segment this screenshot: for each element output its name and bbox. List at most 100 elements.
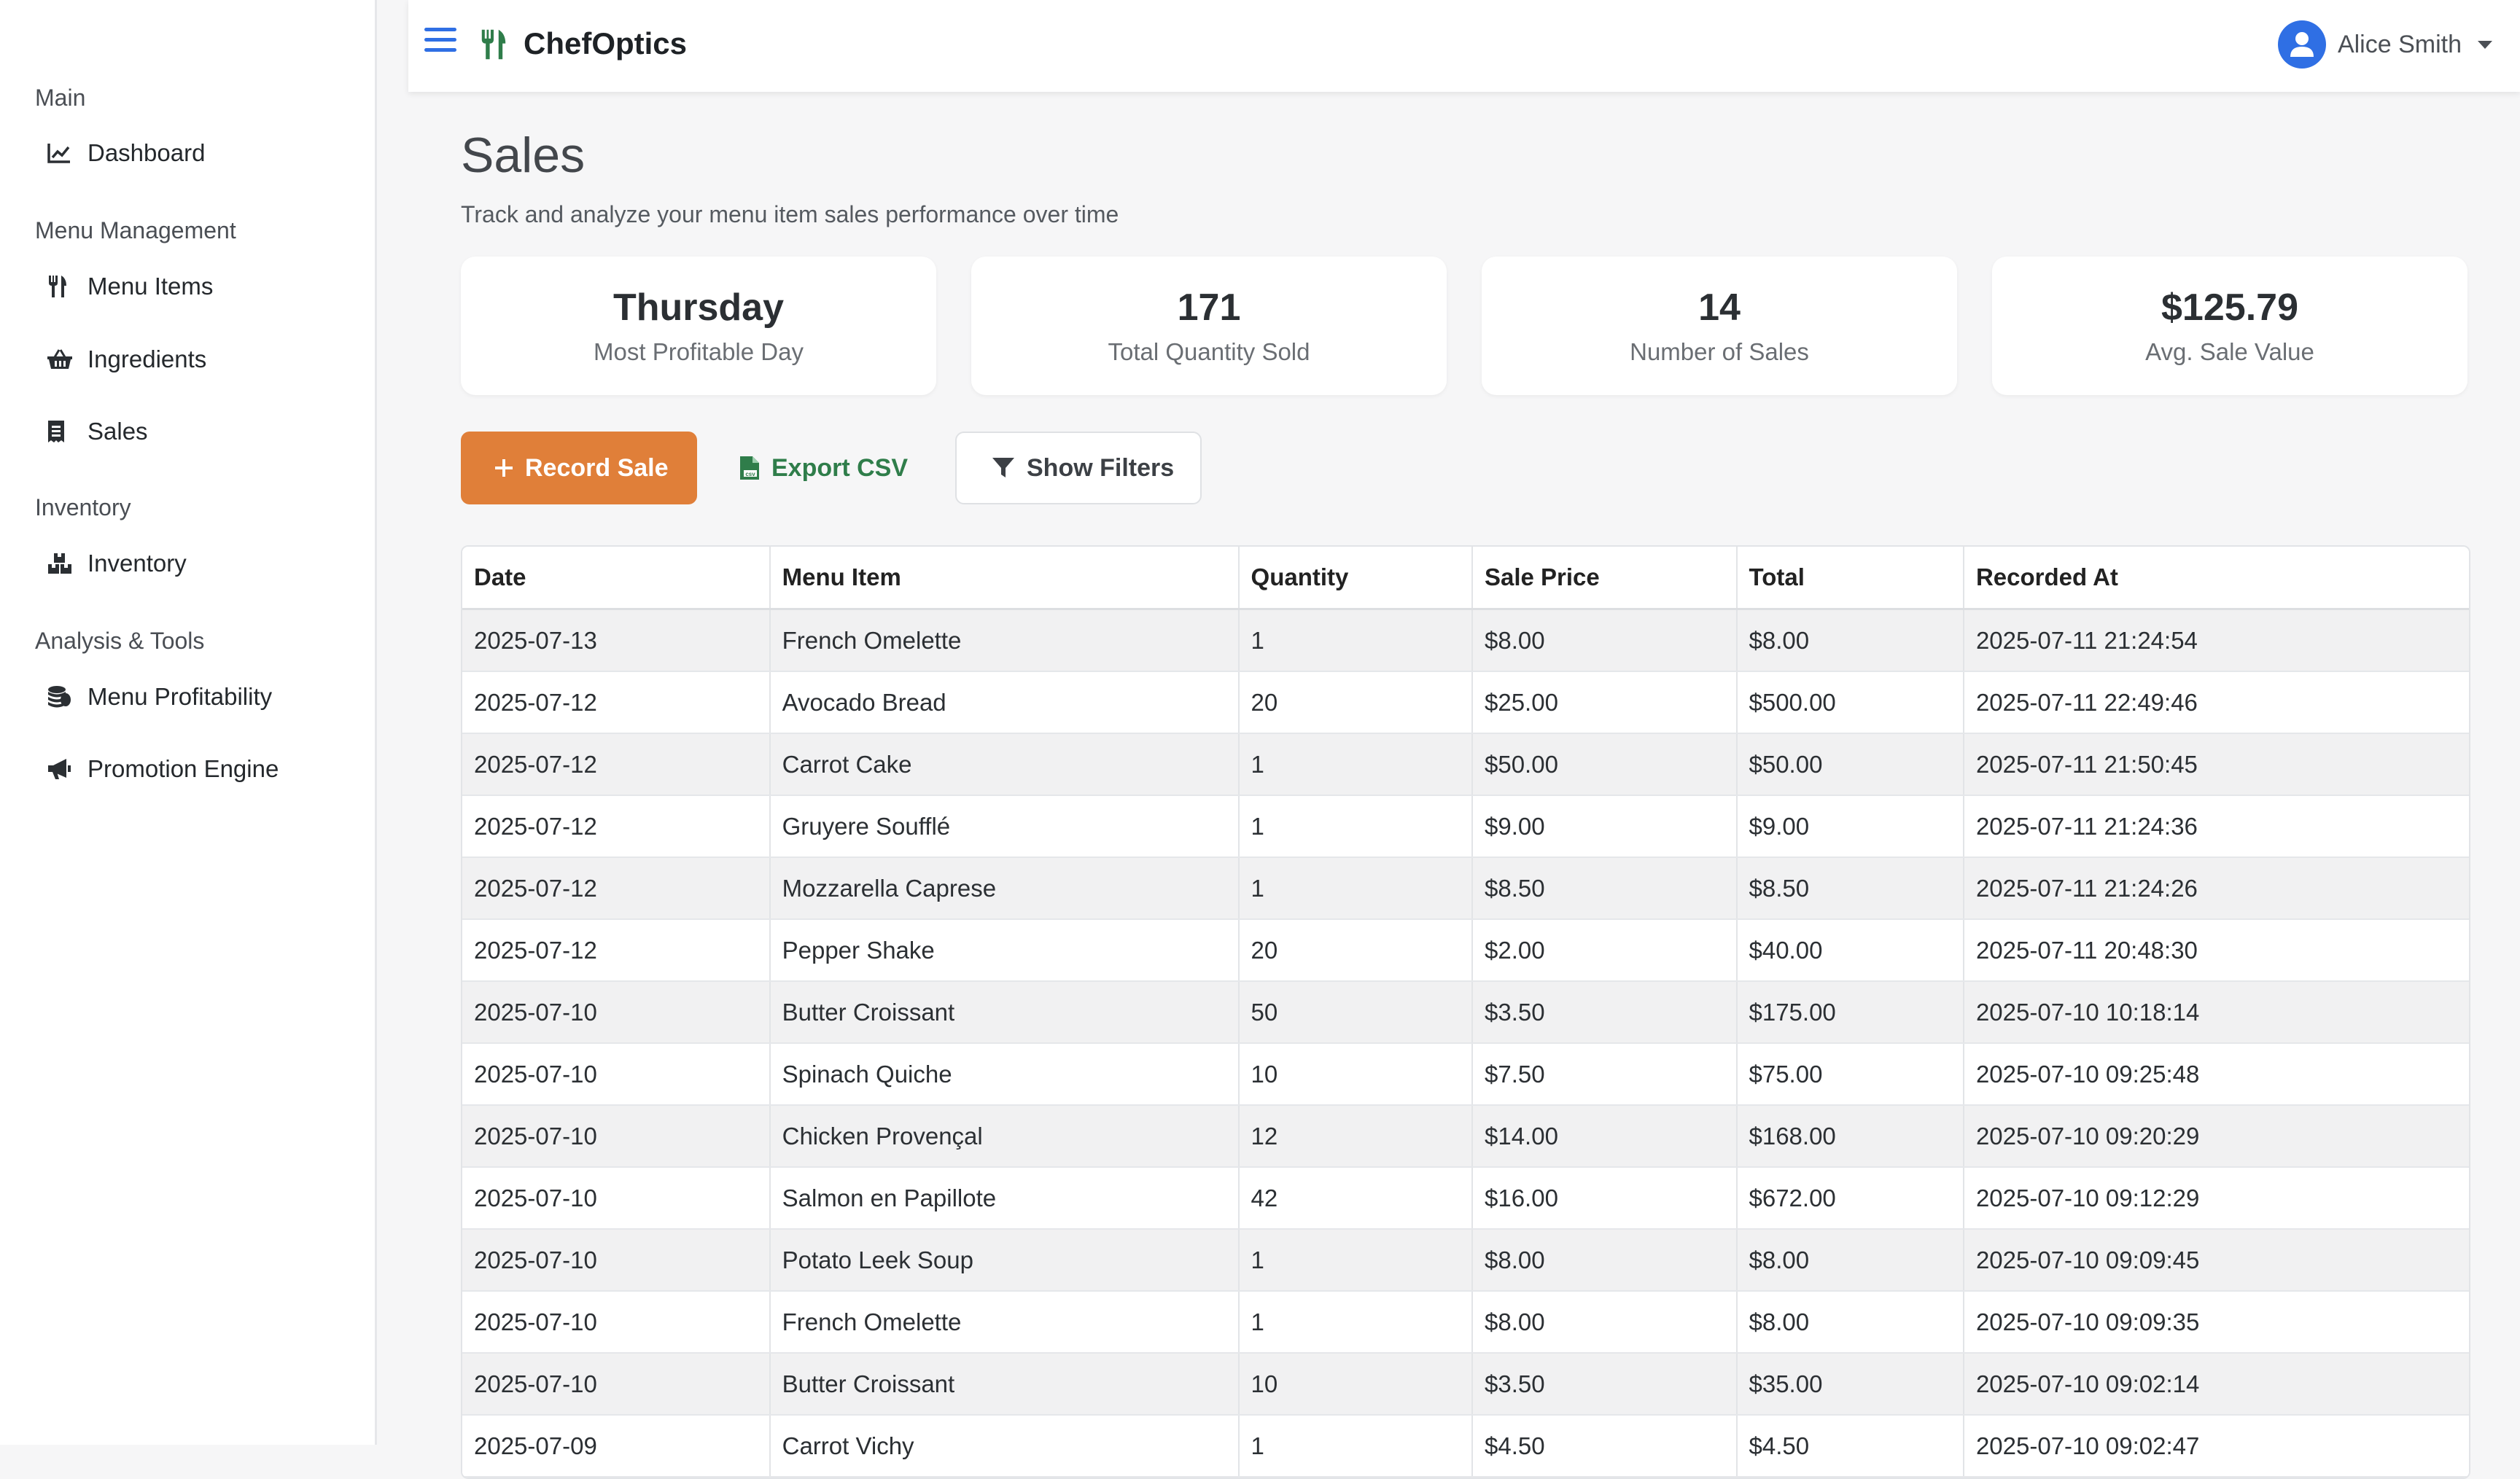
sidebar-item-label: Ingredients bbox=[88, 346, 207, 372]
table-row[interactable]: 2025-07-10 Spinach Quiche 10 $7.50 $75.00 202… bbox=[462, 1043, 2469, 1106]
sidebar-item-inventory[interactable]: Inventory bbox=[35, 538, 356, 589]
column-header-menu-item[interactable]: Menu Item bbox=[769, 547, 1240, 610]
menu-item-cell: Carrot Cake bbox=[769, 733, 1240, 796]
date-cell: 2025-07-12 bbox=[462, 919, 771, 982]
date-cell: 2025-07-12 bbox=[462, 795, 771, 858]
quantity-cell: 20 bbox=[1238, 919, 1473, 982]
coins-icon bbox=[35, 682, 88, 711]
sale-price-cell: $25.00 bbox=[1471, 671, 1738, 734]
sidebar-section-menu-management: Menu Management bbox=[35, 217, 236, 243]
record-sale-label: Record Sale bbox=[525, 453, 669, 482]
user-avatar-icon bbox=[2277, 20, 2326, 69]
quantity-cell: 1 bbox=[1238, 1229, 1473, 1292]
sale-price-cell: $3.50 bbox=[1471, 981, 1738, 1044]
boxes-icon bbox=[35, 549, 88, 578]
date-cell: 2025-07-13 bbox=[462, 609, 771, 672]
column-header-recorded-at[interactable]: Recorded At bbox=[1963, 547, 2469, 610]
sidebar-item-sales[interactable]: Sales bbox=[35, 406, 356, 457]
quantity-cell: 12 bbox=[1238, 1105, 1473, 1168]
show-filters-button[interactable]: Show Filters bbox=[955, 432, 1202, 504]
sale-price-cell: $8.50 bbox=[1471, 857, 1738, 920]
column-header-total[interactable]: Total bbox=[1736, 547, 1964, 610]
csv-file-icon: csv bbox=[739, 456, 760, 480]
column-header-date[interactable]: Date bbox=[462, 547, 771, 610]
chart-line-icon bbox=[35, 138, 88, 168]
recorded-at-cell: 2025-07-10 10:18:14 bbox=[1963, 981, 2469, 1044]
quantity-cell: 20 bbox=[1238, 671, 1473, 734]
stat-card-profitable-day: Thursday Most Profitable Day bbox=[461, 257, 936, 395]
sidebar-item-ingredients[interactable]: Ingredients bbox=[35, 334, 356, 385]
recorded-at-cell: 2025-07-10 09:02:47 bbox=[1963, 1415, 2469, 1478]
show-filters-label: Show Filters bbox=[1027, 453, 1175, 482]
sidebar-item-promotion-engine[interactable]: Promotion Engine bbox=[35, 744, 356, 795]
table-row[interactable]: 2025-07-09 Carrot Vichy 1 $4.50 $4.50 2025-07… bbox=[462, 1415, 2469, 1478]
user-menu[interactable]: Alice Smith bbox=[2277, 20, 2492, 69]
quantity-cell: 1 bbox=[1238, 609, 1473, 672]
menu-toggle-icon[interactable] bbox=[424, 28, 456, 61]
total-cell: $175.00 bbox=[1736, 981, 1964, 1044]
sidebar-item-label: Menu Profitability bbox=[88, 683, 273, 710]
sidebar-item-label: Menu Items bbox=[88, 273, 214, 300]
sidebar-item-dashboard[interactable]: Dashboard bbox=[35, 128, 356, 179]
total-cell: $40.00 bbox=[1736, 919, 1964, 982]
stat-value: $125.79 bbox=[2161, 286, 2298, 329]
total-cell: $8.50 bbox=[1736, 857, 1964, 920]
sale-price-cell: $50.00 bbox=[1471, 733, 1738, 796]
menu-item-cell: Carrot Vichy bbox=[769, 1415, 1240, 1478]
table-row[interactable]: 2025-07-13 French Omelette 1 $8.00 $8.00 2025… bbox=[462, 609, 2469, 672]
quantity-cell: 1 bbox=[1238, 795, 1473, 858]
sidebar-item-menu-profitability[interactable]: Menu Profitability bbox=[35, 671, 356, 722]
app-title[interactable]: ChefOptics bbox=[524, 26, 688, 61]
total-cell: $50.00 bbox=[1736, 733, 1964, 796]
sale-price-cell: $8.00 bbox=[1471, 1229, 1738, 1292]
stat-label: Total Quantity Sold bbox=[1108, 338, 1310, 365]
table-row[interactable]: 2025-07-12 Pepper Shake 20 $2.00 $40.00 2025-… bbox=[462, 919, 2469, 982]
sales-table: Date Menu Item Quantity Sale Price Total… bbox=[461, 545, 2470, 1479]
table-row[interactable]: 2025-07-10 French Omelette 1 $8.00 $8.00 2025… bbox=[462, 1291, 2469, 1354]
recorded-at-cell: 2025-07-10 09:20:29 bbox=[1963, 1105, 2469, 1168]
svg-text:csv: csv bbox=[745, 471, 755, 477]
quantity-cell: 1 bbox=[1238, 733, 1473, 796]
column-header-sale-price[interactable]: Sale Price bbox=[1471, 547, 1738, 610]
menu-item-cell: French Omelette bbox=[769, 609, 1240, 672]
menu-item-cell: Butter Croissant bbox=[769, 1353, 1240, 1416]
stat-card-total-quantity: 171 Total Quantity Sold bbox=[971, 257, 1447, 395]
table-row[interactable]: 2025-07-12 Avocado Bread 20 $25.00 $500.00 20… bbox=[462, 671, 2469, 734]
sidebar-section-main: Main bbox=[35, 85, 86, 111]
quantity-cell: 50 bbox=[1238, 981, 1473, 1044]
table-row[interactable]: 2025-07-10 Butter Croissant 50 $3.50 $175.00… bbox=[462, 981, 2469, 1044]
sale-price-cell: $8.00 bbox=[1471, 1291, 1738, 1354]
table-row[interactable]: 2025-07-10 Potato Leek Soup 1 $8.00 $8.00 202… bbox=[462, 1229, 2469, 1292]
utensils-logo-icon bbox=[478, 28, 509, 65]
sale-price-cell: $7.50 bbox=[1471, 1043, 1738, 1106]
table-row[interactable]: 2025-07-12 Mozzarella Caprese 1 $8.50 $8.50 2… bbox=[462, 857, 2469, 920]
recorded-at-cell: 2025-07-10 09:25:48 bbox=[1963, 1043, 2469, 1106]
recorded-at-cell: 2025-07-11 21:50:45 bbox=[1963, 733, 2469, 796]
table-row[interactable]: 2025-07-12 Carrot Cake 1 $50.00 $50.00 2025-0… bbox=[462, 733, 2469, 796]
sidebar-item-menu-items[interactable]: Menu Items bbox=[35, 261, 356, 312]
total-cell: $8.00 bbox=[1736, 1291, 1964, 1354]
export-csv-button[interactable]: csv Export CSV bbox=[739, 432, 929, 504]
total-cell: $168.00 bbox=[1736, 1105, 1964, 1168]
date-cell: 2025-07-10 bbox=[462, 981, 771, 1044]
table-row[interactable]: 2025-07-12 Gruyere Soufflé 1 $9.00 $9.00 2025… bbox=[462, 795, 2469, 858]
table-row[interactable]: 2025-07-10 Salmon en Papillote 42 $16.00 $67… bbox=[462, 1167, 2469, 1230]
sale-price-cell: $2.00 bbox=[1471, 919, 1738, 982]
record-sale-button[interactable]: Record Sale bbox=[461, 432, 697, 504]
sale-price-cell: $9.00 bbox=[1471, 795, 1738, 858]
page-title: Sales bbox=[461, 128, 586, 183]
quantity-cell: 42 bbox=[1238, 1167, 1473, 1230]
top-bar: ChefOptics Alice Smith bbox=[408, 0, 2520, 92]
table-row[interactable]: 2025-07-10 Butter Croissant 10 $3.50 $35.00 2… bbox=[462, 1353, 2469, 1416]
recorded-at-cell: 2025-07-11 21:24:54 bbox=[1963, 609, 2469, 672]
recorded-at-cell: 2025-07-10 09:09:35 bbox=[1963, 1291, 2469, 1354]
filter-icon bbox=[992, 457, 1015, 479]
table-row[interactable]: 2025-07-10 Chicken Provençal 12 $14.00 $168.… bbox=[462, 1105, 2469, 1168]
stat-label: Number of Sales bbox=[1630, 338, 1809, 365]
sidebar: Main Dashboard Menu Management Menu Item… bbox=[0, 0, 377, 1445]
stat-card-avg-sale-value: $125.79 Avg. Sale Value bbox=[1992, 257, 2468, 395]
column-header-quantity[interactable]: Quantity bbox=[1238, 547, 1473, 610]
date-cell: 2025-07-10 bbox=[462, 1105, 771, 1168]
quantity-cell: 10 bbox=[1238, 1043, 1473, 1106]
sale-price-cell: $4.50 bbox=[1471, 1415, 1738, 1478]
